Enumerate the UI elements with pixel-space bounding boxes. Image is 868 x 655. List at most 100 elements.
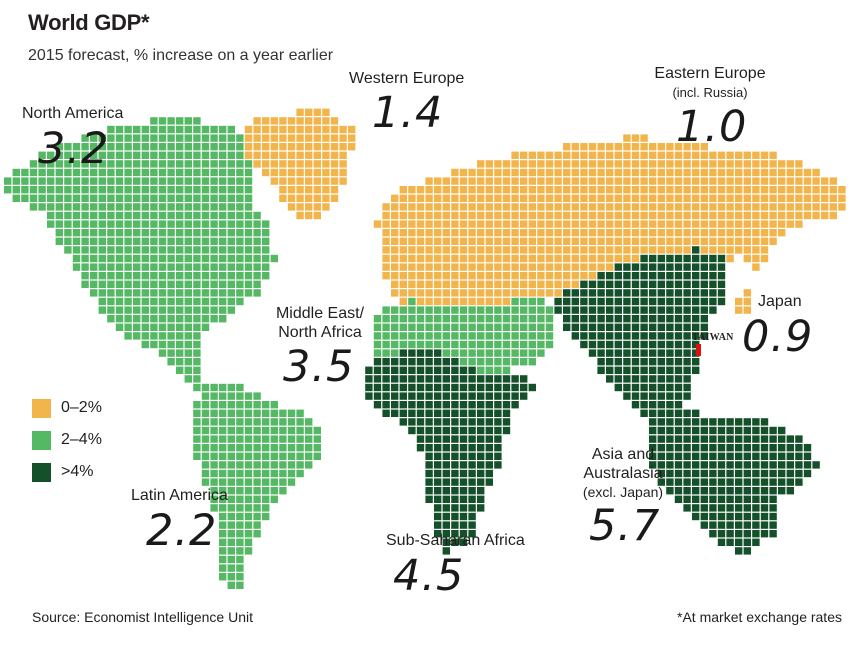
map-tile [253,521,261,529]
map-tile [717,160,726,168]
map-tile [115,323,124,331]
map-tile [502,254,511,263]
map-tile [769,487,777,495]
region-value-middle-east: 3.5 [283,342,355,392]
map-tile [683,177,691,185]
map-tile [623,349,631,357]
map-tile [692,418,700,426]
map-tile [253,409,261,417]
map-tile [124,125,132,134]
map-tile [416,203,425,211]
map-tile [735,426,743,435]
map-tile [124,203,132,211]
map-tile [391,263,399,271]
map-tile [115,272,124,280]
map-tile [666,426,674,435]
map-tile [502,323,511,331]
map-tile [743,177,751,185]
map-tile [81,263,89,271]
map-tile [769,495,777,503]
map-tile [184,280,192,288]
map-tile [184,289,192,297]
map-tile [124,211,132,220]
map-tile [408,203,416,211]
map-tile [365,366,373,374]
map-tile [743,469,751,478]
map-tile [115,263,124,271]
map-tile [743,538,751,546]
map-tile [236,177,244,185]
map-tile [236,401,244,409]
map-tile [210,272,218,280]
map-tile [382,272,390,280]
map-tile [683,469,691,478]
map-tile [803,469,812,478]
map-tile [468,392,476,400]
map-tile [90,289,98,297]
map-tile [554,211,562,220]
map-tile [313,160,321,168]
map-tile [296,134,304,142]
map-tile [339,177,347,185]
map-tile [236,530,244,538]
map-tile [683,160,691,168]
map-tile [657,203,665,211]
map-tile [520,254,528,263]
map-tile [563,297,571,306]
map-tile [425,452,433,460]
map-tile [184,254,192,263]
map-tile [236,289,244,297]
map-tile [416,186,425,194]
map-tile [459,186,468,194]
map-tile [666,444,674,452]
map-tile [167,125,175,134]
map-tile [167,203,175,211]
map-tile [313,194,321,202]
map-tile [219,186,227,194]
map-tile [141,211,149,220]
map-tile [184,246,192,254]
map-tile [184,143,192,151]
map-tile [141,194,149,202]
map-tile [98,263,106,271]
map-tile [442,512,450,521]
map-tile [451,289,459,297]
map-tile [158,160,167,168]
map-tile [90,177,98,185]
map-tile [752,538,760,546]
map-tile [416,366,425,374]
map-tile [545,168,554,177]
map-tile [382,375,390,383]
map-tile [236,211,244,220]
map-tile [115,186,124,194]
map-tile [623,323,631,331]
map-tile [115,177,124,185]
map-tile [468,229,476,237]
map-tile [640,323,648,331]
map-tile [124,143,132,151]
map-tile [709,203,717,211]
map-tile [287,426,296,435]
map-tile [141,220,149,228]
map-tile [657,418,665,426]
map-tile [571,315,579,323]
map-tile [459,194,468,202]
map-tile [98,151,106,159]
map-tile [528,349,536,357]
map-tile [717,452,726,460]
map-tile [167,358,175,366]
map-tile [253,469,261,478]
map-tile [38,203,46,211]
map-tile [606,323,614,331]
map-tile [640,134,648,142]
map-tile [227,151,235,159]
map-tile [72,143,81,151]
map-tile [133,151,141,159]
map-tile [236,564,244,572]
map-tile [313,125,321,134]
map-tile [90,186,98,194]
map-tile [803,168,812,177]
map-tile [244,134,253,142]
map-tile [90,254,98,263]
map-tile [545,229,554,237]
